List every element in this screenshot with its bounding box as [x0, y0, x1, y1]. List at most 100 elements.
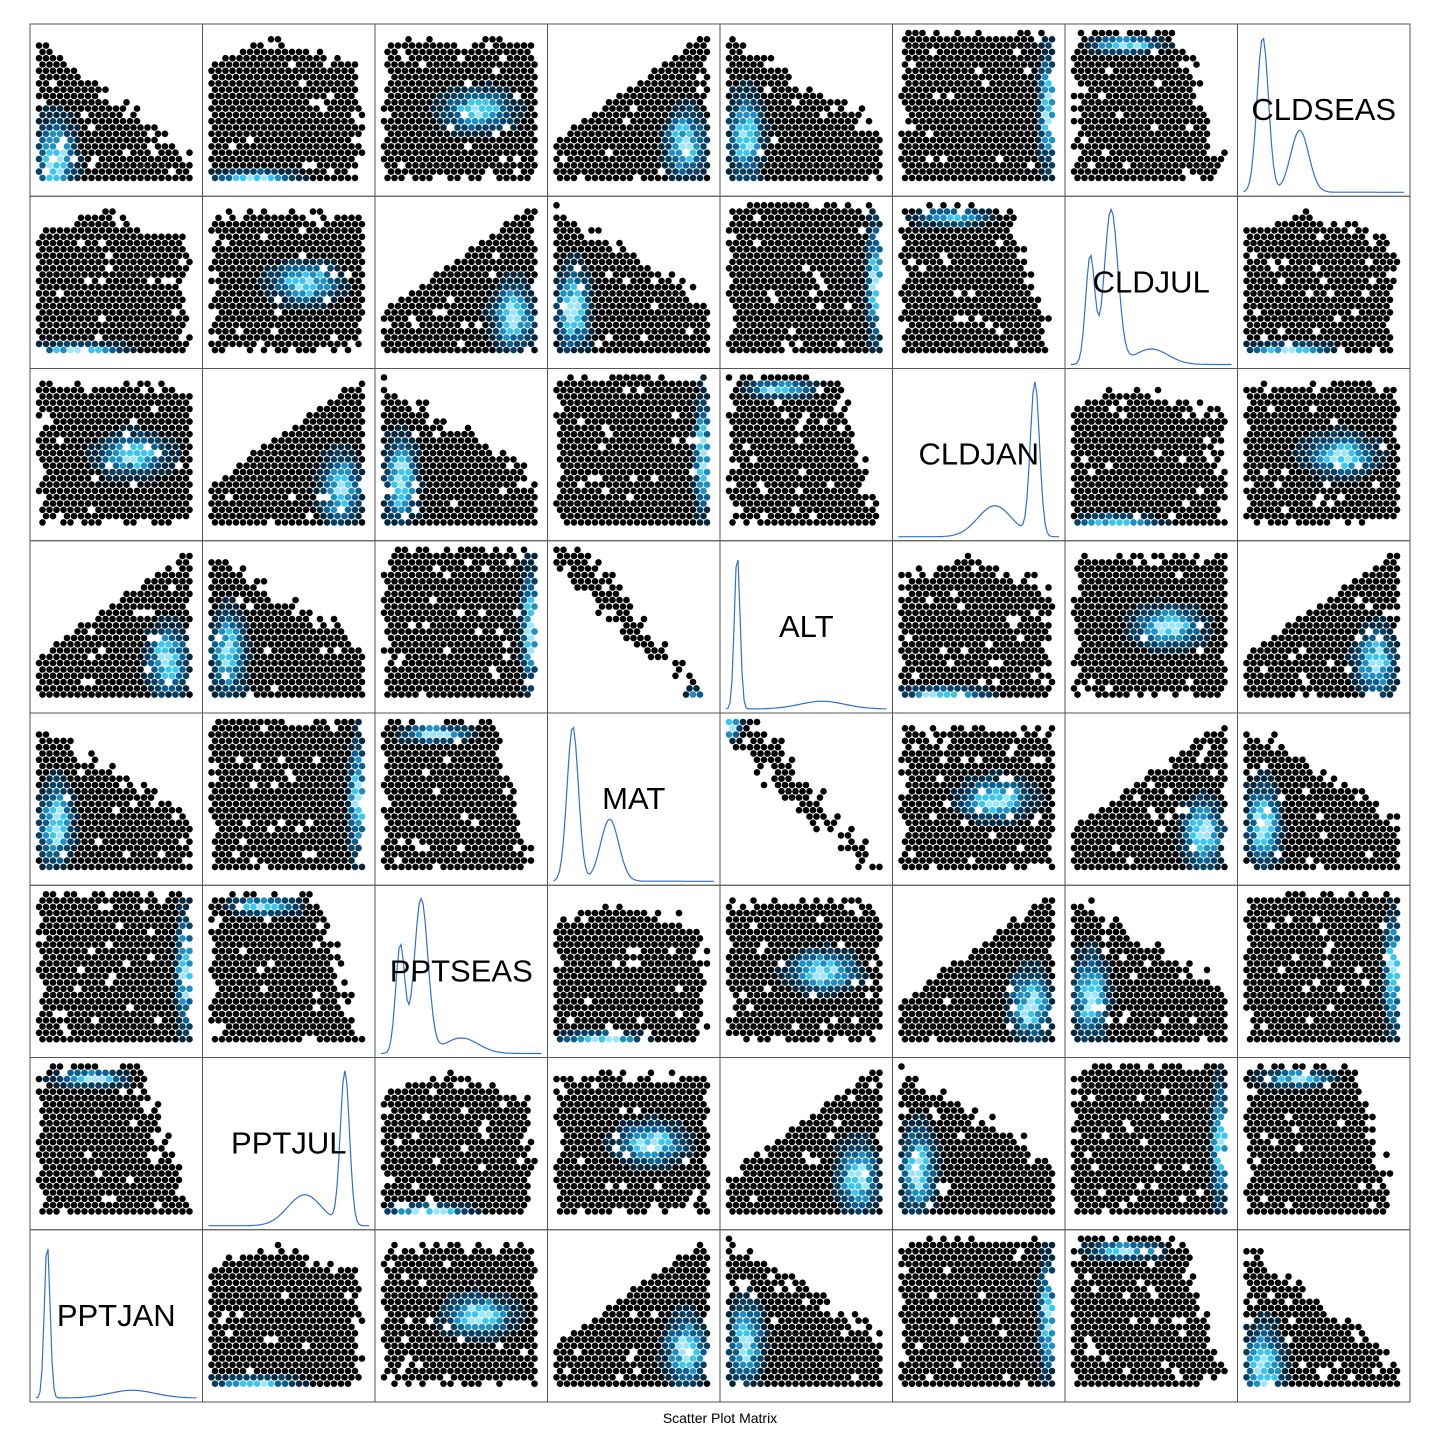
hexbin-cell [686, 168, 693, 175]
hexbin-cell [239, 246, 247, 253]
hexbin-cell [112, 105, 120, 112]
hexbin-cell [841, 136, 848, 144]
hexbin-cell [264, 214, 271, 222]
hexbin-cell [341, 252, 348, 259]
hexbin-cell [788, 302, 796, 310]
hexbin-cell [975, 277, 982, 285]
hexbin-cell [503, 86, 510, 93]
hexbin-cell [95, 283, 102, 291]
hexbin-cell [943, 271, 951, 278]
hexbin-cell [989, 155, 996, 163]
hexbin-cell [60, 296, 67, 304]
hexbin-cell [264, 302, 271, 310]
hexbin-cell [961, 42, 968, 49]
hexbin-cell [116, 309, 123, 316]
hexbin-cell [482, 48, 489, 56]
hexbin-cell [232, 296, 240, 304]
hexbin-cell [84, 252, 92, 259]
hexbin-cell [84, 117, 92, 125]
hexbin-cell [412, 346, 419, 354]
hexbin-cell [1048, 61, 1056, 68]
hexbin-cell [795, 277, 803, 285]
hexbin-cell [278, 290, 285, 297]
hexbin-cell [654, 99, 662, 106]
hexbin-cell [862, 174, 869, 182]
hexbin-cell [633, 162, 641, 169]
hexbin-cell [236, 117, 243, 125]
hexbin-cell [316, 162, 324, 169]
hexbin-cell [510, 174, 517, 182]
hexbin-cell [609, 315, 616, 322]
hexbin-cell [640, 174, 648, 182]
hexbin-cell [729, 246, 736, 253]
hexbin-cell [260, 136, 268, 144]
hexbin-cell [408, 143, 416, 150]
hexbin-cell [144, 321, 151, 329]
hexbin-cell [1116, 73, 1123, 81]
hexbin-cell [781, 227, 789, 234]
hexbin-cell [626, 136, 634, 144]
hexbin-cell [35, 80, 43, 87]
hexbin-cell [330, 124, 338, 131]
hexbin-cell [506, 239, 514, 247]
hexbin-cell [260, 283, 268, 291]
hexbin-cell [1006, 124, 1014, 131]
hexbin-cell [1020, 283, 1028, 291]
hexbin-cell [989, 227, 996, 234]
hexbin-cell [489, 61, 496, 68]
hexbin-cell [567, 315, 574, 322]
hexbin-cell [1020, 111, 1028, 119]
hexbin-cell [1088, 61, 1095, 68]
hexbin-cell [1034, 86, 1042, 93]
hexbin-cell [1168, 155, 1176, 163]
hexbin-cell [323, 309, 331, 316]
hexbin-cell [391, 124, 398, 131]
hexbin-cell [989, 130, 996, 138]
hexbin-cell [560, 290, 567, 297]
hexbin-cell [1038, 117, 1045, 125]
hexbin-cell [531, 124, 538, 131]
hexbin-cell [471, 92, 479, 100]
hexbin-cell [271, 67, 278, 75]
hexbin-cell [806, 149, 813, 156]
hexbin-cell [91, 328, 99, 335]
hexbin-cell [771, 246, 778, 253]
hexbin-cell [334, 130, 341, 138]
hexbin-cell [475, 271, 482, 278]
hexbin-cell [746, 214, 754, 222]
hexbin-cell [556, 246, 564, 253]
hexbin-cell [144, 271, 151, 278]
hexbin-cell [527, 265, 535, 272]
hexbin-cell [964, 36, 972, 43]
hexbin-cell [577, 346, 585, 354]
hexbin-cell [447, 309, 454, 316]
hexbin-cell [961, 168, 968, 175]
hexbin-cell [651, 117, 658, 125]
hexbin-cell [154, 168, 162, 175]
hexbin-cell [725, 143, 733, 150]
hexbin-cell [834, 346, 841, 354]
hexbin-cell [1091, 130, 1099, 138]
hexbin-cell [260, 111, 268, 119]
hexbin-cell [898, 290, 905, 297]
hexbin-cell [820, 136, 827, 144]
hexbin-cell [351, 220, 359, 228]
hexbin-cell [471, 265, 479, 272]
hexbin-cell [1070, 117, 1078, 125]
hexbin-cell [940, 290, 947, 297]
hexbin-cell [813, 124, 820, 131]
hexbin-cell [999, 149, 1007, 156]
hexbin-cell [591, 136, 599, 144]
hexbin-cell [401, 340, 409, 348]
hexbin-cell [1048, 111, 1056, 119]
hexbin-cell [750, 124, 757, 131]
hexbin-cell [968, 54, 975, 62]
hexbin-cell [274, 61, 282, 68]
hexbin-cell [67, 346, 74, 354]
hexbin-cell [243, 214, 250, 222]
hexbin-cell [70, 168, 78, 175]
hexbin-cell [464, 67, 472, 75]
hexbin-cell [468, 309, 475, 316]
hexbin-cell [771, 208, 778, 215]
hexbin-cell [74, 296, 81, 304]
